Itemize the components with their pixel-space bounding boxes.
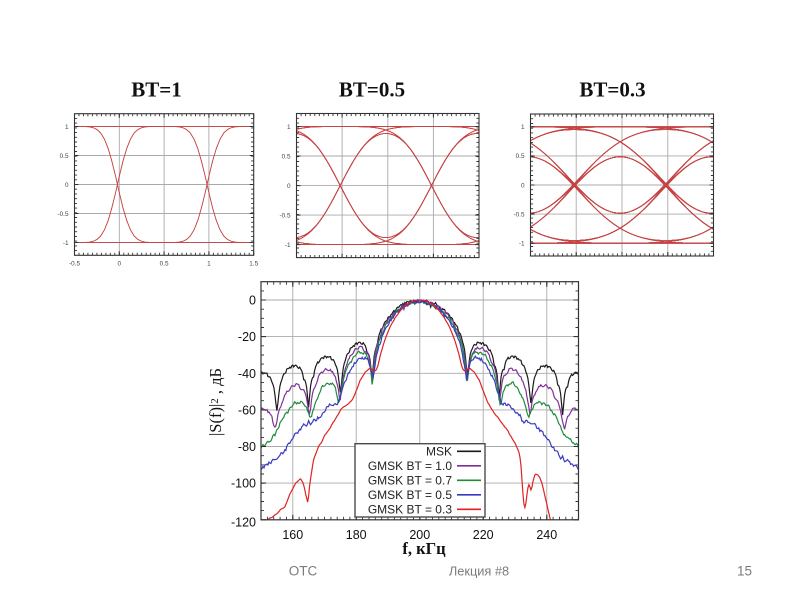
svg-text:-0.5: -0.5 <box>279 212 290 219</box>
svg-text:-0.5: -0.5 <box>69 260 80 267</box>
svg-text:-80: -80 <box>238 440 256 454</box>
svg-text:BT=0.3: BT=0.3 <box>579 78 645 102</box>
svg-text:-1: -1 <box>63 240 69 247</box>
svg-text:0: 0 <box>287 183 291 190</box>
svg-text:1.5: 1.5 <box>249 260 258 267</box>
svg-text:0: 0 <box>118 260 122 267</box>
svg-text:0.5: 0.5 <box>160 260 169 267</box>
svg-text:1: 1 <box>521 124 525 131</box>
svg-text:-60: -60 <box>238 403 256 417</box>
svg-text:1: 1 <box>207 260 211 267</box>
svg-text:0.5: 0.5 <box>60 153 69 160</box>
svg-text:GMSK BT = 0.5: GMSK BT = 0.5 <box>368 488 452 502</box>
svg-text:1: 1 <box>287 124 291 131</box>
svg-text:160: 160 <box>282 528 303 542</box>
svg-text:BT=0.5: BT=0.5 <box>339 78 405 102</box>
svg-text:-0.5: -0.5 <box>57 211 68 218</box>
svg-text:240: 240 <box>536 528 557 542</box>
svg-text:GMSK BT = 0.7: GMSK BT = 0.7 <box>368 474 452 488</box>
svg-text:f, кГц: f, кГц <box>402 539 446 558</box>
svg-text:BT=1: BT=1 <box>131 78 181 102</box>
svg-text:GMSK BT = 1.0: GMSK BT = 1.0 <box>368 459 452 473</box>
svg-text:0: 0 <box>65 182 69 189</box>
svg-text:0: 0 <box>249 294 256 308</box>
svg-text:220: 220 <box>473 528 494 542</box>
svg-text:1: 1 <box>65 124 69 131</box>
svg-text:0.5: 0.5 <box>282 153 291 160</box>
svg-text:|S(f)|2 , дБ: |S(f)|2 , дБ <box>206 368 225 436</box>
svg-text:15: 15 <box>737 564 752 579</box>
svg-text:-0.5: -0.5 <box>513 211 524 218</box>
svg-text:ОТС: ОТС <box>289 564 318 579</box>
svg-text:200: 200 <box>409 528 430 542</box>
svg-text:-1: -1 <box>285 242 291 249</box>
svg-text:0: 0 <box>521 182 525 189</box>
svg-text:-1: -1 <box>519 241 525 248</box>
svg-text:-20: -20 <box>238 330 256 344</box>
svg-text:Лекция #8: Лекция #8 <box>449 564 509 579</box>
svg-text:-100: -100 <box>231 477 256 491</box>
svg-text:-120: -120 <box>231 515 256 529</box>
svg-text:-40: -40 <box>238 367 256 381</box>
svg-text:MSK: MSK <box>426 445 452 459</box>
svg-text:180: 180 <box>346 528 367 542</box>
svg-text:0.5: 0.5 <box>516 153 525 160</box>
svg-text:GMSK BT = 0.3: GMSK BT = 0.3 <box>368 503 452 517</box>
